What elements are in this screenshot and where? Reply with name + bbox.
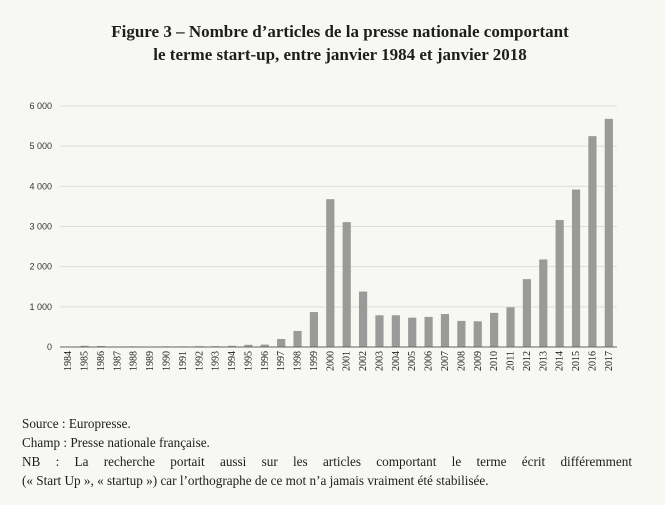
x-tick-label: 1997 <box>276 351 287 371</box>
bar-2006 <box>425 317 433 347</box>
x-tick-label: 2000 <box>325 351 336 371</box>
x-tick-label: 2007 <box>440 351 451 371</box>
x-tick-label: 1989 <box>145 351 156 371</box>
x-tick-label: 1987 <box>112 351 123 371</box>
x-tick-label: 2001 <box>342 351 353 371</box>
bar-2003 <box>375 315 383 347</box>
x-tick-label: 2015 <box>571 351 582 371</box>
bar-2013 <box>539 259 547 347</box>
x-tick-label: 1984 <box>63 351 74 371</box>
x-tick-label: 1999 <box>309 351 320 371</box>
x-tick-label: 2010 <box>489 351 500 371</box>
bar-2014 <box>556 220 564 347</box>
nb-note-line-2: (« Start Up », « startup ») car l’orthog… <box>22 471 632 490</box>
x-tick-label: 2009 <box>473 351 484 371</box>
bar-1999 <box>310 312 318 347</box>
x-tick-label: 1996 <box>260 351 271 371</box>
figure-notes: Source : Europresse. Champ : Presse nati… <box>22 414 632 490</box>
x-tick-label: 1991 <box>178 351 189 371</box>
y-tick-label: 2 000 <box>29 262 52 272</box>
x-tick-label: 2002 <box>358 351 369 371</box>
bar-2008 <box>457 321 465 347</box>
y-tick-label: 4 000 <box>29 181 52 191</box>
x-tick-label: 2013 <box>538 351 549 371</box>
bar-2016 <box>588 136 596 347</box>
x-tick-label: 2011 <box>506 351 517 371</box>
y-tick-label: 3 000 <box>29 222 52 232</box>
y-tick-label: 5 000 <box>29 141 52 151</box>
x-tick-label: 2005 <box>407 351 418 371</box>
bar-2000 <box>326 199 334 347</box>
x-tick-label: 2008 <box>456 351 467 371</box>
bar-chart: 0 1 000 2 000 3 000 4 000 5 000 6 000 1984 1985… <box>0 0 665 410</box>
y-tick-label: 1 000 <box>29 302 52 312</box>
x-tick-label: 2017 <box>604 351 615 371</box>
x-tick-label: 1995 <box>243 351 254 371</box>
bar-2011 <box>506 307 514 347</box>
x-tick-label: 1988 <box>129 351 140 371</box>
bar-2010 <box>490 313 498 347</box>
source-note: Source : Europresse. <box>22 414 632 433</box>
bar-2001 <box>343 222 351 347</box>
bar-2007 <box>441 314 449 347</box>
x-tick-label: 2003 <box>374 351 385 371</box>
x-tick-label: 2012 <box>522 351 533 371</box>
bar-2012 <box>523 279 531 347</box>
x-tick-label: 1985 <box>80 351 91 371</box>
x-tick-label: 1993 <box>211 351 222 371</box>
x-axis-ticks: 1984 1985 1986 1987 1988 1989 1990 1991 1992 1993… <box>63 351 615 371</box>
y-axis-ticks: 0 1 000 2 000 3 000 4 000 5 000 6 000 <box>29 101 52 352</box>
x-tick-label: 1990 <box>161 351 172 371</box>
x-tick-label: 2016 <box>587 351 598 371</box>
y-tick-label: 0 <box>47 342 52 352</box>
bar-2009 <box>474 321 482 347</box>
champ-note: Champ : Presse nationale française. <box>22 433 632 452</box>
x-tick-label: 1994 <box>227 351 238 371</box>
bar-1998 <box>293 331 301 347</box>
gridlines <box>60 106 617 307</box>
bar-1997 <box>277 339 285 347</box>
nb-note-line-1: NB : La recherche portait aussi sur les … <box>22 452 632 471</box>
bars <box>64 119 613 347</box>
x-tick-label: 2014 <box>555 351 566 371</box>
y-tick-label: 6 000 <box>29 101 52 111</box>
x-tick-label: 2004 <box>391 351 402 371</box>
x-tick-label: 1992 <box>194 351 205 371</box>
bar-2002 <box>359 292 367 347</box>
x-tick-label: 2006 <box>424 351 435 371</box>
bar-2015 <box>572 190 580 347</box>
bar-2017 <box>605 119 613 347</box>
bar-2005 <box>408 318 416 347</box>
x-tick-label: 1998 <box>293 351 304 371</box>
x-tick-label: 1986 <box>96 351 107 371</box>
bar-2004 <box>392 315 400 347</box>
